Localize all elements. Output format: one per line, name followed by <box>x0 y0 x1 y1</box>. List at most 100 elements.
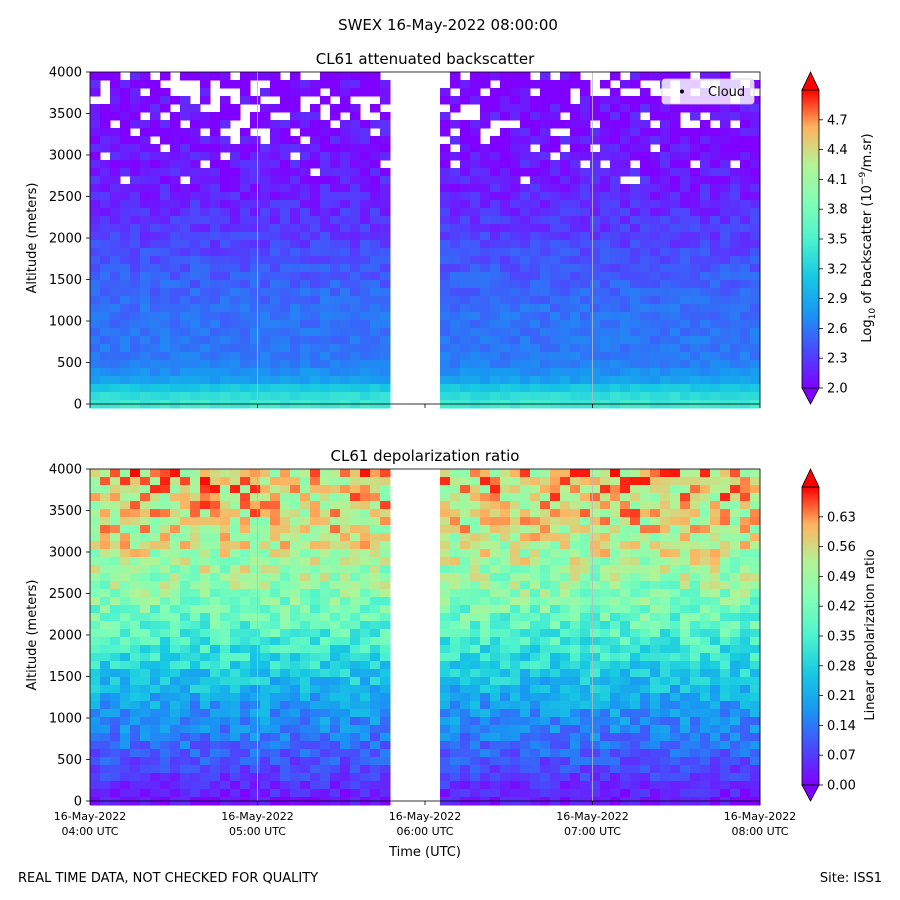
heatmap-cell <box>110 581 121 590</box>
heatmap-cell <box>120 741 131 750</box>
heatmap-cell <box>730 469 741 478</box>
heatmap-cell <box>740 216 751 225</box>
heatmap-cell <box>110 96 121 105</box>
heatmap-cell <box>620 336 631 345</box>
heatmap-cell <box>160 773 171 782</box>
heatmap-cell <box>230 288 241 297</box>
heatmap-cell <box>350 344 361 353</box>
heatmap-cell <box>90 112 101 121</box>
heatmap-cell <box>610 661 621 670</box>
heatmap-cell <box>180 304 191 313</box>
heatmap-cell <box>690 328 701 337</box>
heatmap-cell <box>310 469 321 478</box>
heatmap-cell <box>610 104 621 113</box>
heatmap-cell <box>180 637 191 646</box>
heatmap-cell <box>230 360 241 369</box>
heatmap-cell <box>330 685 341 694</box>
heatmap-cell <box>270 613 281 622</box>
heatmap-cell <box>550 384 561 393</box>
heatmap-cell <box>350 192 361 201</box>
heatmap-cell <box>290 613 301 622</box>
heatmap-cell <box>580 240 591 249</box>
heatmap-cell <box>560 192 571 201</box>
heatmap-cell <box>680 304 691 313</box>
heatmap-cell <box>230 773 241 782</box>
heatmap-cell <box>630 360 641 369</box>
heatmap-cell <box>210 629 221 638</box>
heatmap-cell <box>590 176 601 185</box>
heatmap-cell <box>250 312 261 321</box>
heatmap-cell <box>260 541 271 550</box>
heatmap-cell <box>570 629 581 638</box>
heatmap-cell <box>90 477 101 486</box>
heatmap-cell <box>250 613 261 622</box>
heatmap-cell <box>610 741 621 750</box>
heatmap-cell <box>700 192 711 201</box>
heatmap-cell <box>300 669 311 678</box>
heatmap-cell <box>290 637 301 646</box>
heatmap-cell <box>330 232 341 241</box>
heatmap-cell <box>260 368 271 377</box>
heatmap-cell <box>200 645 211 654</box>
heatmap-cell <box>160 493 171 502</box>
heatmap-cell <box>690 288 701 297</box>
heatmap-cell <box>210 605 221 614</box>
heatmap-cell <box>170 733 181 742</box>
heatmap-cell <box>210 200 221 209</box>
heatmap-cell <box>380 152 391 161</box>
heatmap-cell <box>560 669 571 678</box>
heatmap-cell <box>330 80 341 89</box>
heatmap-cell <box>290 597 301 606</box>
heatmap-cell <box>240 501 251 510</box>
heatmap-cell <box>160 136 171 145</box>
heatmap-cell <box>230 757 241 766</box>
heatmap-cell <box>560 629 571 638</box>
heatmap-cell <box>500 152 511 161</box>
heatmap-cell <box>160 88 171 97</box>
heatmap-cell <box>290 344 301 353</box>
heatmap-cell <box>600 469 611 478</box>
heatmap-cell <box>480 773 491 782</box>
heatmap-cell <box>570 661 581 670</box>
heatmap-cell <box>310 557 321 566</box>
heatmap-cell <box>200 232 211 241</box>
heatmap-cell <box>280 717 291 726</box>
heatmap-cell <box>680 589 691 598</box>
heatmap-cell <box>130 312 141 321</box>
heatmap-cell <box>540 701 551 710</box>
heatmap-cell <box>560 392 571 401</box>
heatmap-cell <box>700 336 711 345</box>
heatmap-cell <box>520 597 531 606</box>
heatmap-cell <box>440 717 451 726</box>
heatmap-cell <box>510 765 521 774</box>
heatmap-cell <box>630 533 641 542</box>
heatmap-cell <box>500 693 511 702</box>
heatmap-cell <box>690 789 701 798</box>
heatmap-cell <box>480 200 491 209</box>
heatmap-cell <box>690 581 701 590</box>
heatmap-cell <box>240 589 251 598</box>
heatmap-cell <box>90 485 101 494</box>
heatmap-cell <box>520 525 531 534</box>
heatmap-cell <box>690 304 701 313</box>
heatmap-cell <box>200 88 211 97</box>
heatmap-cell <box>710 128 721 137</box>
heatmap-cell <box>580 565 591 574</box>
heatmap-cell <box>280 701 291 710</box>
heatmap-cell <box>470 352 481 361</box>
heatmap-cell <box>220 296 231 305</box>
heatmap-cell <box>660 184 671 193</box>
heatmap-cell <box>560 304 571 313</box>
heatmap-cell <box>470 685 481 694</box>
heatmap-cell <box>360 160 371 169</box>
heatmap-cell <box>370 669 381 678</box>
heatmap-cell <box>320 352 331 361</box>
heatmap-cell <box>240 581 251 590</box>
heatmap-cell <box>140 280 151 289</box>
heatmap-cell <box>130 613 141 622</box>
heatmap-cell <box>210 208 221 217</box>
heatmap-cell <box>670 216 681 225</box>
heatmap-cell <box>580 789 591 798</box>
heatmap-cell <box>680 248 691 257</box>
heatmap-cell <box>610 493 621 502</box>
